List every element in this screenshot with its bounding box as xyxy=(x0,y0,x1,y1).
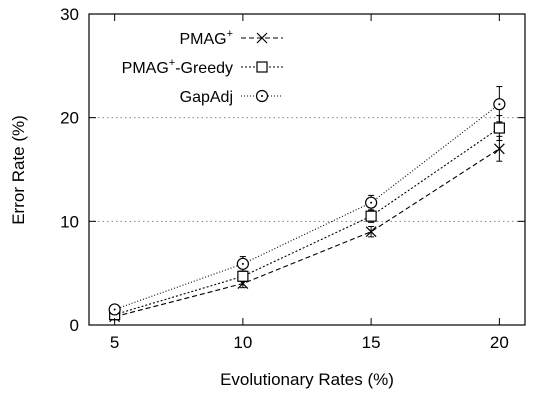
plot-frame xyxy=(88,13,526,326)
y-tick-label: 30 xyxy=(60,5,79,24)
data-point xyxy=(237,270,249,282)
legend-label: PMAG+ xyxy=(179,28,233,48)
data-point xyxy=(365,210,377,222)
x-tick-label: 20 xyxy=(490,333,509,352)
y-tick-label: 0 xyxy=(70,316,79,335)
data-point xyxy=(493,122,505,134)
series-line xyxy=(114,148,500,318)
x-tick-label: 5 xyxy=(110,333,119,352)
tick-layer: 0 10 20 30 5 10 15 20 xyxy=(60,5,525,352)
series-layer xyxy=(108,86,506,323)
data-point xyxy=(365,226,377,238)
series-1 xyxy=(109,115,505,321)
legend-marker xyxy=(256,32,268,44)
x-axis-title: Evolutionary Rates (%) xyxy=(220,370,394,389)
legend-label: GapAdj xyxy=(180,89,233,106)
series-line xyxy=(114,127,500,316)
legend-label-superscript: + xyxy=(169,57,175,69)
y-axis-title: Error Rate (%) xyxy=(9,115,28,225)
legend-label-superscript: + xyxy=(227,28,233,40)
series-line xyxy=(114,103,500,310)
grid-layer xyxy=(89,117,525,222)
y-tick-label: 10 xyxy=(60,212,79,231)
legend-label-base: GapAdj xyxy=(180,89,233,106)
series-0 xyxy=(109,135,505,323)
legend-label-suffix: -Greedy xyxy=(175,60,233,77)
legend-marker xyxy=(255,89,269,103)
legend-marker xyxy=(256,61,268,73)
series-2 xyxy=(108,86,506,316)
data-point xyxy=(108,303,121,316)
x-tick-label: 15 xyxy=(362,333,381,352)
data-point xyxy=(493,98,506,111)
x-tick-label: 10 xyxy=(233,333,252,352)
data-point xyxy=(365,196,378,209)
data-point xyxy=(236,257,249,270)
legend-label-base: PMAG xyxy=(122,60,169,77)
y-tick-label: 20 xyxy=(60,109,79,128)
data-point xyxy=(493,143,505,155)
legend-label: PMAG+-Greedy xyxy=(122,57,233,77)
legend-label-base: PMAG xyxy=(179,31,226,48)
